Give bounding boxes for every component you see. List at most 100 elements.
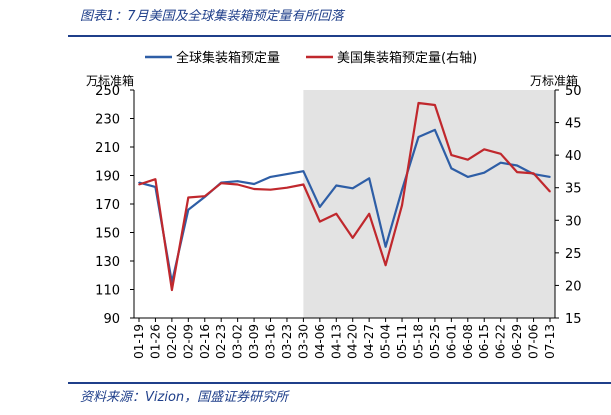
x-tick-label: 02-16 [198, 324, 212, 359]
right-tick-label: 45 [565, 117, 582, 132]
data-point-global [450, 167, 453, 170]
data-point-us [351, 237, 354, 239]
x-tick-label: 03-09 [247, 324, 261, 359]
shaded-region-layer [303, 90, 555, 318]
legend-label-global: 全球集装箱预定量 [176, 50, 280, 66]
right-tick-label: 25 [565, 247, 582, 262]
data-point-us [220, 182, 222, 184]
data-point-us [368, 212, 370, 215]
x-tick-label: 05-11 [395, 324, 409, 359]
data-point-global [187, 208, 190, 211]
right-tick-label: 30 [565, 214, 582, 229]
data-point-global [499, 161, 502, 164]
right-axis-unit: 万标准箱 [530, 73, 578, 88]
data-point-us [203, 195, 206, 197]
x-tick-label: 06-01 [444, 324, 458, 359]
data-point-global [302, 170, 305, 173]
left-tick-label: 250 [95, 84, 120, 99]
source-rule [68, 382, 611, 384]
data-point-global [434, 129, 436, 131]
left-tick-label: 150 [95, 227, 120, 242]
left-tick-label: 190 [95, 170, 120, 185]
data-point-us [450, 154, 453, 156]
data-point-global [335, 184, 338, 187]
data-point-global [516, 164, 518, 167]
axes-layer: 90 110 130 150 170 190 210 230 250 15 20 25 30 35 40 45… [86, 73, 582, 359]
x-tick-label: 06-29 [510, 324, 524, 359]
data-point-global [417, 136, 420, 138]
x-tick-label: 02-09 [181, 324, 195, 359]
data-point-us [499, 153, 502, 155]
left-tick-label: 130 [95, 255, 120, 270]
data-point-us [286, 186, 288, 189]
x-tick-label: 05-18 [411, 324, 425, 359]
x-tick-label: 03-02 [231, 324, 245, 359]
left-tick-label: 230 [95, 113, 120, 128]
x-tick-label: 06-15 [477, 324, 491, 359]
data-point-us [532, 172, 535, 175]
x-tick-label: 03-23 [280, 324, 294, 359]
x-tick-label: 05-04 [379, 324, 393, 359]
x-tick-label: 05-25 [428, 324, 442, 359]
data-point-us [171, 289, 173, 291]
source-note: 资料来源：Vizion，国盛证券研究所 [80, 390, 289, 405]
data-point-us [187, 196, 190, 199]
data-point-global [286, 173, 288, 175]
data-point-global [319, 206, 321, 208]
x-tick-label: 04-20 [346, 324, 360, 359]
x-tick-label: 02-02 [165, 324, 179, 359]
x-tick-label: 04-06 [313, 324, 327, 359]
series-layer [138, 101, 551, 292]
data-point-global [138, 181, 140, 184]
x-tick-label: 01-19 [132, 324, 146, 359]
data-point-global [351, 187, 354, 190]
data-point-global [236, 180, 239, 182]
x-tick-label: 06-08 [461, 324, 475, 359]
data-point-global [253, 183, 255, 185]
data-point-us [549, 190, 551, 193]
data-point-global [467, 176, 469, 178]
x-tick-label: 04-13 [329, 324, 343, 359]
x-tick-label: 07-13 [543, 324, 557, 359]
left-tick-label: 110 [95, 284, 120, 299]
data-point-us [335, 212, 338, 215]
data-point-us [384, 264, 387, 267]
data-point-global [368, 177, 370, 180]
x-tick-label: 02-23 [214, 324, 228, 359]
data-point-us [138, 183, 140, 186]
data-point-us [236, 183, 239, 186]
line-chart: 90 110 130 150 170 190 210 230 250 15 20 25 30 35 40 45… [86, 50, 582, 359]
left-axis-unit: 万标准箱 [86, 73, 134, 88]
series-line-us [138, 101, 551, 292]
left-tick-label: 210 [95, 141, 120, 156]
right-tick-label: 35 [565, 182, 582, 197]
left-tick-label: 90 [103, 312, 120, 327]
data-point-us [483, 148, 486, 151]
x-tick-label: 06-22 [494, 324, 508, 359]
data-point-us [154, 178, 157, 181]
data-point-us [467, 158, 469, 161]
data-point-us [434, 104, 436, 106]
data-point-global [483, 171, 486, 174]
x-tick-label: 01-26 [148, 324, 162, 359]
left-tick-label: 170 [95, 198, 120, 213]
data-point-us [417, 102, 420, 104]
data-point-us [319, 220, 321, 223]
figure-title: 图表1：7月美国及全球集装箱预定量有所回落 [80, 9, 344, 24]
data-point-us [269, 188, 272, 191]
x-tick-label: 03-16 [264, 324, 278, 359]
x-tick-label: 07-06 [527, 324, 541, 359]
data-point-us [302, 183, 305, 186]
data-point-global [549, 176, 551, 178]
data-point-global [384, 245, 387, 248]
right-tick-label: 20 [565, 279, 582, 294]
data-point-us [253, 188, 255, 190]
right-tick-label: 15 [565, 312, 582, 327]
right-tick-label: 50 [565, 84, 582, 99]
legend-label-us: 美国集装箱预定量(右轴) [337, 50, 477, 66]
right-tick-label: 40 [565, 149, 582, 164]
x-tick-label: 03-30 [296, 324, 310, 359]
data-point-global [401, 188, 403, 191]
data-point-global [269, 176, 272, 178]
legend: 全球集装箱预定量 美国集装箱预定量(右轴) [145, 50, 477, 66]
